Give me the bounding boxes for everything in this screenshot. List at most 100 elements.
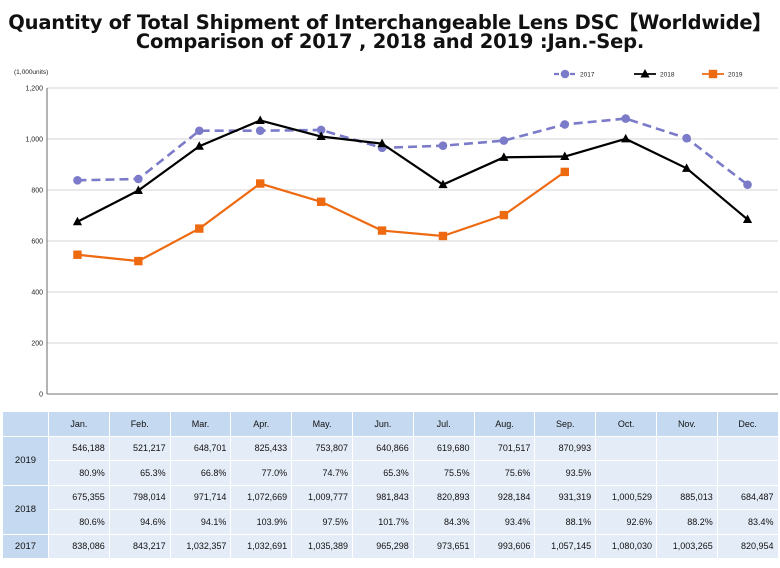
data-point-2017 (560, 120, 570, 129)
data-point-2018 (682, 163, 692, 172)
units-cell: 1,000,529 (595, 484, 657, 510)
percent-cell: 75.5% (412, 460, 475, 486)
table-row: 2019 546,188 521,217 648,701 825,433 753,807 6… (2, 435, 779, 486)
legend-item-2019: 2019 (702, 69, 743, 79)
month-header: Oct. (595, 411, 657, 437)
legend-label: 2018 (660, 72, 675, 79)
units-cell: 619,680 (412, 435, 475, 461)
series-2017 (73, 114, 752, 189)
data-point-2017 (194, 126, 204, 136)
data-point-2017 (743, 180, 752, 189)
units-cell: 820,893 (412, 484, 475, 510)
units-cell: 684,487 (716, 484, 779, 510)
y-tick-label: 800 (31, 188, 43, 195)
legend: 2017 2018 2019 (554, 69, 743, 79)
units-cell: 971,714 (169, 484, 232, 510)
units-cell: 798,014 (108, 484, 171, 510)
units-cell: 1,080,030 (595, 533, 657, 559)
month-header: Mar. (169, 411, 232, 437)
data-point-2019 (73, 250, 82, 259)
units-cell: 993,606 (473, 533, 536, 559)
units-cell (716, 435, 779, 461)
data-point-2017 (255, 126, 265, 135)
year-cell: 2017 (2, 533, 49, 559)
percent-cell: 94.1% (169, 509, 232, 535)
y-tick-label: 1,000 (25, 137, 43, 144)
legend-label: 2017 (580, 72, 595, 79)
year-cell: 2019 (2, 435, 49, 486)
units-cell: 931,319 (534, 484, 597, 510)
data-point-2019 (499, 210, 509, 220)
percent-cell: 93.5% (534, 460, 597, 486)
units-cell: 820,954 (716, 533, 779, 559)
data-point-2017 (682, 133, 691, 143)
percent-cell (655, 460, 718, 486)
legend-item-2017: 2017 (554, 69, 595, 79)
units-cell: 981,843 (351, 484, 414, 510)
data-point-2019 (560, 167, 569, 177)
table-row: 2017 838,086 843,217 1,032,357 1,032,691 1,03… (2, 533, 779, 559)
percent-cell: 92.6% (595, 509, 657, 535)
percent-cell: 80.6% (48, 509, 110, 535)
data-point-2017 (134, 174, 143, 184)
units-cell (595, 435, 657, 461)
table-row-percent: 80.6% 94.6% 94.1% 103.9% 97.5% 101.7% 84.3% 93.… (3, 509, 779, 535)
data-point-2019 (316, 197, 326, 206)
percent-cell: 103.9% (230, 509, 293, 535)
gridlines (47, 87, 778, 344)
units-cell: 973,651 (412, 533, 475, 559)
month-header: Jul. (412, 411, 475, 437)
percent-cell: 94.6% (108, 509, 171, 535)
percent-cell: 93.4% (473, 509, 536, 535)
month-header: Dec. (716, 411, 779, 437)
percent-cell: 75.6% (473, 460, 536, 486)
table-body: 2019 546,188 521,217 648,701 825,433 753,807 6… (2, 435, 779, 559)
data-point-2019 (134, 256, 143, 266)
data-point-2017 (621, 114, 631, 123)
series-2019 (73, 167, 569, 266)
percent-cell: 83.4% (716, 509, 779, 535)
percent-cell: 65.3% (351, 460, 414, 486)
series-line-2017 (77, 117, 749, 186)
series-2018 (72, 115, 753, 226)
percent-cell: 97.5% (291, 509, 353, 535)
month-header: Jan. (48, 411, 110, 437)
units-cell: 928,184 (473, 484, 536, 510)
units-cell: 1,035,389 (291, 533, 353, 559)
y-tick-label: 0 (39, 392, 43, 399)
percent-cell: 77.0% (230, 460, 293, 486)
table-header-row: Jan. Feb. Mar. Apr. May. Jun. Jul. Aug. … (2, 411, 779, 437)
units-cell: 870,993 (534, 435, 597, 461)
month-header: Jun. (351, 411, 414, 437)
series-line-2018 (76, 119, 749, 223)
units-cell: 1,009,777 (291, 484, 353, 510)
units-cell: 675,355 (48, 484, 110, 510)
chart-title-line1: Quantity of Total Shipment of Interchang… (8, 11, 772, 34)
percent-cell: 101.7% (351, 509, 414, 535)
data-point-2018 (72, 216, 83, 226)
data-point-2018 (499, 152, 509, 161)
table-corner-cell (2, 411, 49, 437)
units-cell: 640,866 (351, 435, 414, 461)
percent-cell: 88.1% (534, 509, 597, 535)
data-point-2017 (499, 136, 509, 145)
data-point-2017 (73, 175, 82, 185)
legend-item-2018: 2018 (634, 69, 675, 79)
units-cell: 1,032,357 (169, 533, 232, 559)
data-point-2019 (195, 224, 204, 233)
data-point-2018 (316, 131, 326, 141)
units-cell: 1,003,265 (655, 533, 718, 559)
percent-cell: 74.7% (291, 460, 353, 486)
data-point-2018 (377, 138, 387, 148)
legend-label: 2019 (728, 72, 743, 79)
units-cell: 825,433 (230, 435, 293, 461)
data-point-2019 (377, 226, 387, 235)
y-tick-label: 400 (31, 290, 43, 297)
units-cell: 701,517 (473, 435, 536, 461)
legend-marker (708, 69, 718, 79)
units-cell: 843,217 (108, 533, 171, 559)
percent-cell (716, 460, 779, 486)
month-header: Nov. (655, 411, 718, 437)
series-line-2019 (77, 170, 566, 263)
y-tick-label: 600 (31, 239, 43, 246)
